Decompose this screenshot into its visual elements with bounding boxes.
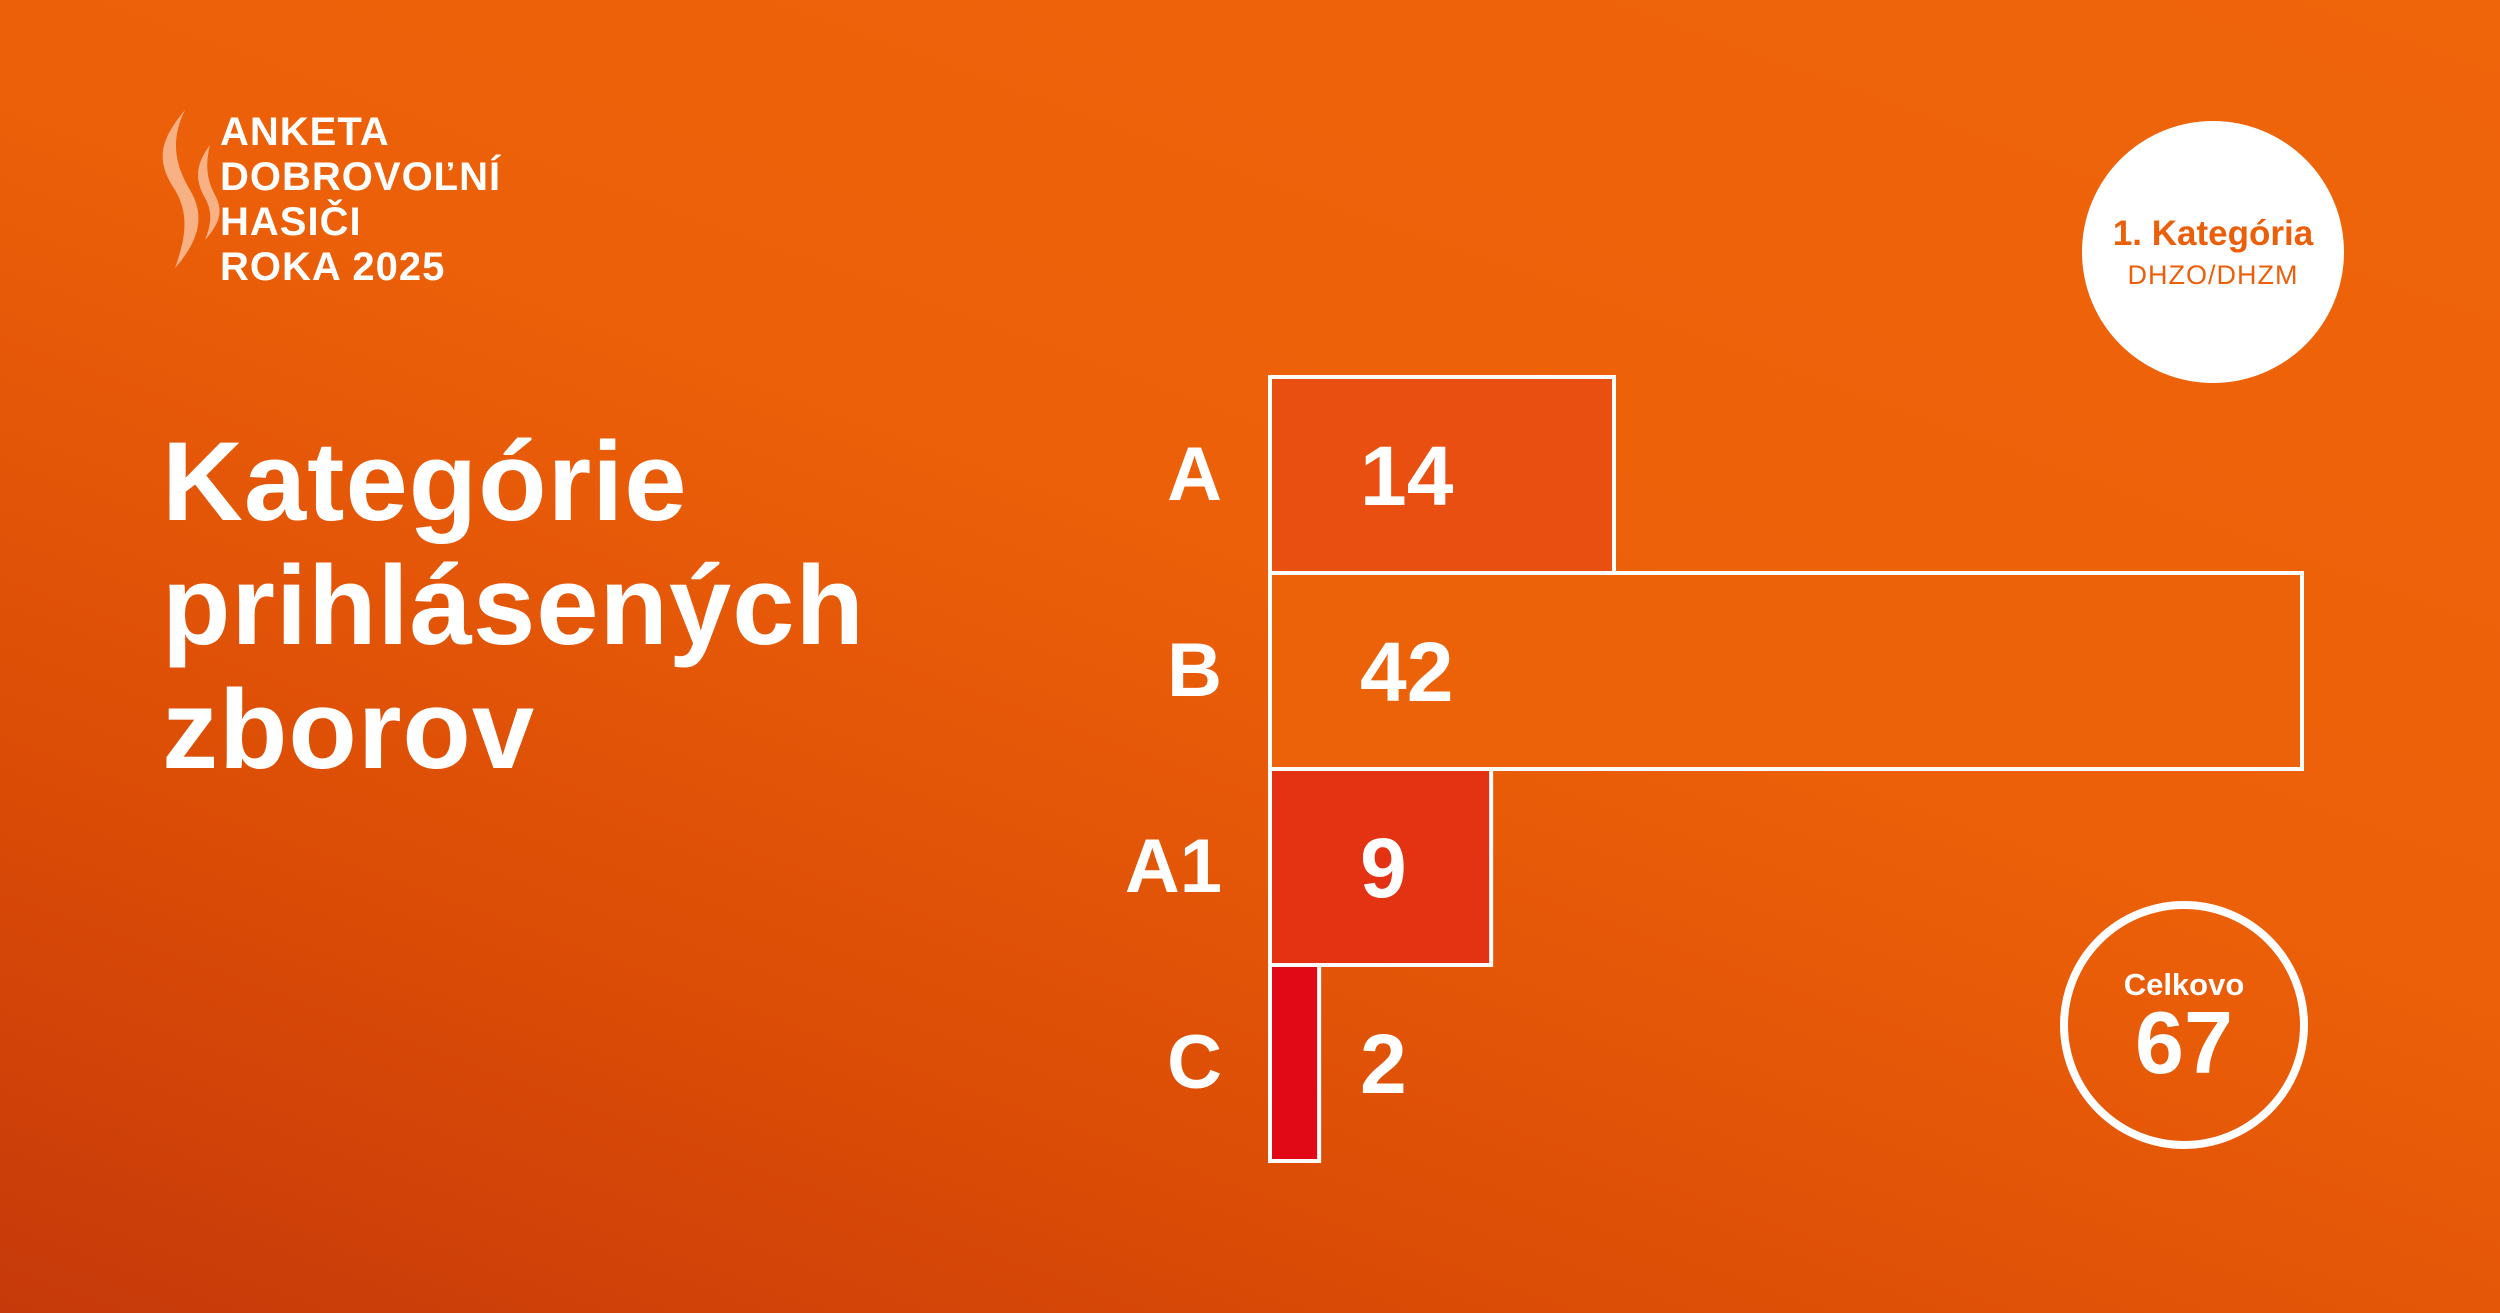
title-line: Kategórie xyxy=(162,419,688,544)
category-label: A1 xyxy=(1125,824,1222,909)
logo-line: ROKA 2025 xyxy=(220,245,446,289)
category-label: B xyxy=(1167,628,1222,713)
category-label: A xyxy=(1167,432,1222,517)
page-title: Kategórie prihlásených zborov xyxy=(162,420,865,792)
flame-icon xyxy=(162,110,220,268)
logo: ANKETA DOBROVOĽNÍ HASIČI ROKA 2025 xyxy=(155,110,500,289)
value-label: 2 xyxy=(1360,1017,1407,1111)
title-line: zborov xyxy=(162,667,536,792)
bar-B xyxy=(1268,571,2304,771)
bar-C xyxy=(1268,963,1322,1163)
category-badge: 1. Kategória DHZO/DHZM xyxy=(2082,121,2344,383)
category-title: 1. Kategória xyxy=(2112,213,2314,253)
title-line: prihlásených xyxy=(162,543,865,668)
logo-text: ANKETA DOBROVOĽNÍ HASIČI ROKA 2025 xyxy=(220,110,501,290)
category-label: C xyxy=(1167,1020,1222,1105)
logo-line: HASIČI xyxy=(220,200,362,244)
total-badge: Celkovo 67 xyxy=(2060,901,2308,1149)
bar-A1 xyxy=(1268,767,1494,967)
bar-A xyxy=(1268,375,1616,575)
logo-line: ANKETA xyxy=(220,110,390,154)
value-label: 42 xyxy=(1360,625,1453,719)
value-label: 14 xyxy=(1360,429,1454,523)
category-subtitle: DHZO/DHZM xyxy=(2127,259,2299,290)
logo-line: DOBROVOĽNÍ xyxy=(220,155,502,199)
value-label: 9 xyxy=(1360,821,1407,915)
total-value: 67 xyxy=(2135,993,2233,1092)
total-label: Celkovo xyxy=(2123,967,2245,1002)
